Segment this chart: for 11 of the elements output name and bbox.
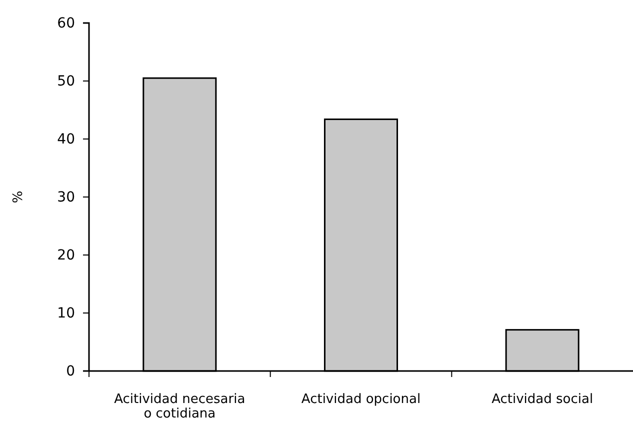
y-tick-label: 10: [57, 305, 75, 322]
y-tick-label: 30: [57, 189, 75, 206]
y-tick-label: 50: [57, 73, 75, 90]
x-tick-label: Actividad opcional: [301, 392, 421, 407]
x-tick-label: Actividad social: [492, 392, 594, 407]
y-axis-title: %: [11, 190, 26, 204]
y-tick-label: 0: [66, 363, 75, 380]
y-tick-label: 20: [57, 247, 75, 264]
y-tick-label: 60: [57, 15, 75, 32]
x-tick-label: Acitividad necesaria o cotidiana: [114, 392, 246, 422]
y-tick-label: 40: [57, 131, 75, 148]
